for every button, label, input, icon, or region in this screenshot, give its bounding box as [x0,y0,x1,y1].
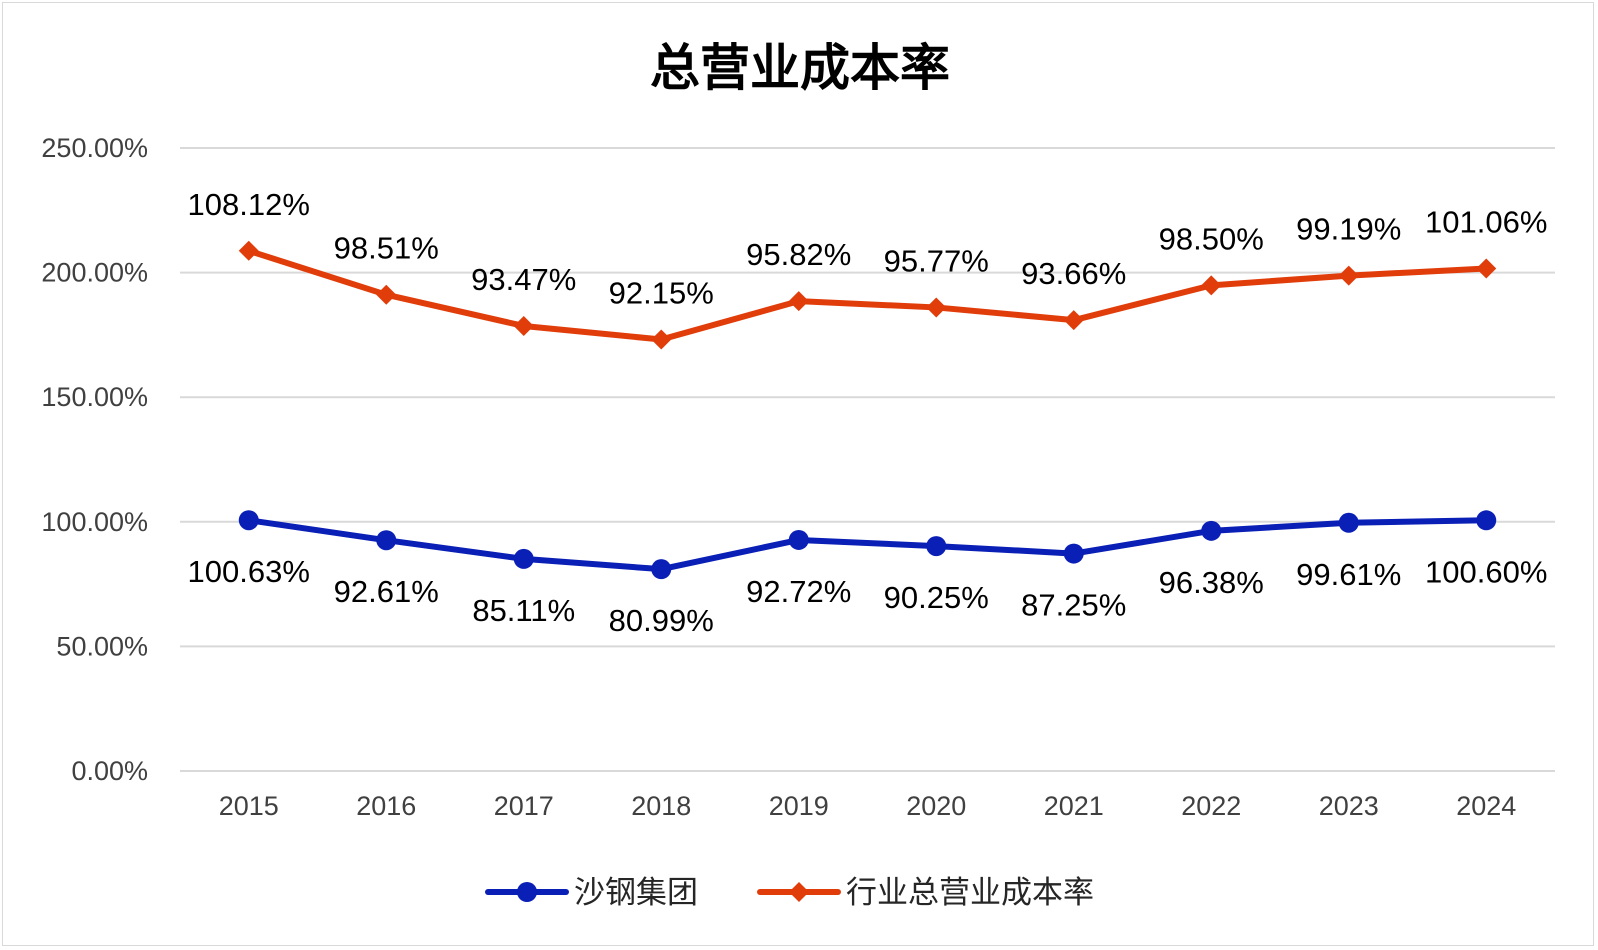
y-tick-label: 150.00% [41,382,148,412]
data-label: 85.11% [472,593,575,628]
data-point [513,548,534,569]
x-axis-ticks: 2015 2016 2017 2018 2019 2020 2021 2022 2023 2024 [219,791,1517,821]
data-point [788,529,809,550]
data-point [238,510,259,531]
chart-title: 总营业成本率 [650,39,950,97]
data-label: 98.51% [334,231,439,266]
x-tick-label: 2024 [1456,791,1516,821]
legend-label: 沙钢集团 [574,875,698,911]
data-label: 101.06% [1425,204,1547,239]
data-point [1063,310,1084,331]
y-tick-label: 100.00% [41,507,148,537]
data-label: 95.77% [884,243,989,278]
data-label: 92.61% [334,574,439,609]
data-point [651,559,672,580]
data-label: 108.12% [188,187,310,222]
data-label: 99.19% [1296,212,1401,247]
data-point [1063,543,1084,564]
gridlines [180,147,1555,772]
series-group [238,240,1497,580]
data-label: 93.47% [471,262,576,297]
data-point [238,240,259,261]
x-tick-label: 2019 [769,791,829,821]
y-tick-label: 0.00% [71,756,148,786]
data-label: 99.61% [1296,557,1401,592]
data-point [926,297,947,318]
data-label: 90.25% [884,580,989,615]
data-label: 87.25% [1021,588,1126,623]
data-point [513,315,534,336]
data-point [1201,520,1222,541]
legend-marker [517,882,537,902]
data-label: 80.99% [609,603,714,638]
x-tick-label: 2017 [494,791,554,821]
x-tick-label: 2022 [1181,791,1241,821]
x-tick-label: 2023 [1319,791,1379,821]
data-label: 95.82% [746,237,851,272]
y-axis-ticks: 0.00% 50.00% 100.00% 150.00% 200.00% 250.00% [41,133,148,786]
data-point [1338,512,1359,533]
data-labels: 100.63% 92.61% 85.11% 80.99% 92.72% 90.25% 87.… [188,187,1548,638]
y-tick-label: 250.00% [41,133,148,163]
data-point [788,291,809,312]
legend: 沙钢集团 行业总营业成本率 [485,875,1094,911]
x-tick-label: 2018 [631,791,691,821]
data-label: 98.50% [1159,221,1264,256]
y-tick-label: 50.00% [56,631,148,661]
data-point [376,284,397,305]
series-line-0 [245,517,1490,573]
x-tick-label: 2016 [356,791,416,821]
data-label: 100.60% [1425,554,1547,589]
x-tick-label: 2021 [1044,791,1104,821]
y-tick-label: 200.00% [41,258,148,288]
data-point [926,536,947,557]
data-label: 92.72% [746,574,851,609]
legend-label: 行业总营业成本率 [846,875,1094,911]
data-point [1476,258,1497,279]
data-label: 92.15% [609,276,714,311]
data-point [1201,275,1222,296]
data-label: 93.66% [1021,256,1126,291]
data-point [1338,265,1359,286]
legend-marker [789,882,809,902]
data-point [651,329,672,350]
data-label: 96.38% [1159,565,1264,600]
data-label: 100.63% [188,554,310,589]
series-line-1 [245,247,1490,343]
x-tick-label: 2020 [906,791,966,821]
data-point [376,530,397,551]
x-tick-label: 2015 [219,791,279,821]
data-point [1476,510,1497,531]
